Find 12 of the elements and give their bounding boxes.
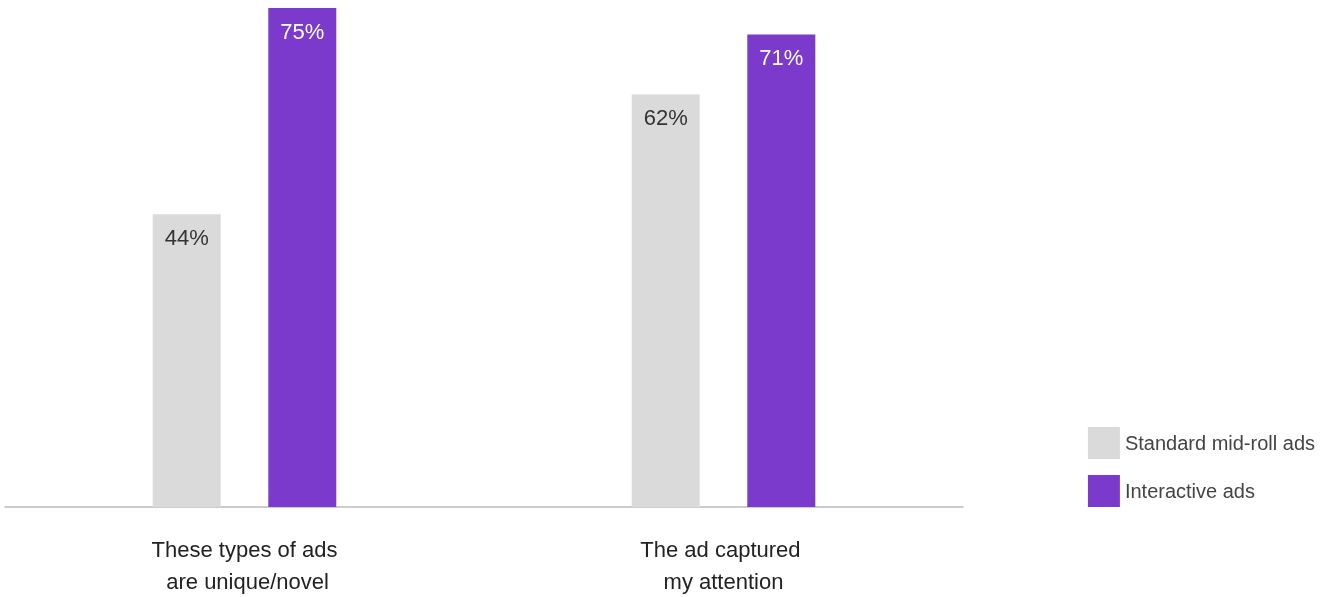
x-tick-label: These types of ads are unique/novel <box>151 536 338 594</box>
bar <box>152 214 221 507</box>
data-label: 62% <box>643 104 688 130</box>
data-label: 44% <box>164 224 209 250</box>
legend-label: Standard mid-roll ads <box>1124 432 1316 454</box>
data-label: 75% <box>280 18 325 44</box>
x-tick-label: The ad captured my attention <box>640 536 807 594</box>
bar <box>747 34 816 507</box>
bar <box>631 94 700 507</box>
legend-label: Interactive ads <box>1124 480 1255 502</box>
bar <box>268 8 337 507</box>
data-label: 71% <box>759 45 804 71</box>
